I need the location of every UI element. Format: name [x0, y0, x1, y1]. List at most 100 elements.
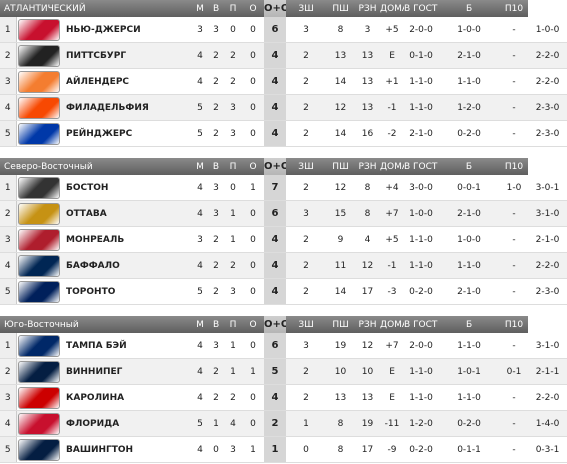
stat: 14	[326, 68, 356, 95]
stat: 2	[208, 94, 225, 121]
stat: 1-1-0	[438, 252, 500, 279]
column-header: П10	[500, 0, 529, 17]
stat: 4	[192, 384, 209, 411]
team-name: ВИННИПЕГ	[62, 358, 193, 385]
column-header: П	[224, 0, 243, 17]
stat: 0-1-0	[404, 42, 439, 69]
stat: 2	[208, 68, 225, 95]
column-header: О	[242, 0, 265, 17]
logo-cell	[16, 200, 62, 227]
stat: 3	[192, 226, 208, 253]
points: 4	[264, 42, 287, 69]
rank: 4	[0, 410, 17, 437]
logo-cell	[16, 68, 62, 95]
stat: 0	[242, 410, 265, 437]
column-header: П10	[500, 158, 528, 175]
stat: -	[500, 68, 529, 95]
stat: -	[500, 200, 528, 227]
stat: 1-1-0	[438, 384, 501, 411]
team-row: 4 ФИЛАДЕЛЬФИЯ 5 2 3 0 4 2 12 13 -1 1-1-0 1-2-0-2-3-0	[0, 94, 567, 121]
stat: 13	[355, 94, 381, 121]
column-header: Б	[438, 158, 500, 175]
stat: 0-2-0	[404, 278, 438, 305]
stat: 2-1-0	[404, 120, 439, 147]
stat: -	[500, 278, 528, 305]
stat: 3-1-0	[528, 200, 567, 227]
stat: 13	[355, 68, 381, 95]
logo-cell	[16, 120, 62, 147]
team-row: 4 ФЛОРИДА 5 1 4 0 2 1 8 19 -11 1-2-0 0-2-0-1-4-0	[0, 410, 567, 437]
stat: 12	[355, 333, 381, 359]
stat: 2	[286, 252, 326, 279]
column-header: М	[192, 316, 209, 333]
stat: 0	[242, 384, 265, 411]
stat: 2	[224, 252, 242, 279]
column-header: Б	[438, 0, 501, 17]
stat: 2	[208, 120, 225, 147]
rank: 5	[0, 436, 17, 463]
stat: 0	[224, 17, 243, 43]
stat: 4	[355, 226, 380, 253]
stat: 2-0-0	[404, 17, 439, 43]
team-name: ТОРОНТО	[62, 278, 192, 305]
points: 4	[264, 384, 287, 411]
column-header: О	[242, 158, 264, 175]
logo-cell	[16, 42, 62, 69]
rank: 3	[0, 68, 17, 95]
stat: 17	[355, 436, 381, 463]
rank: 2	[0, 200, 17, 227]
stat: 19	[326, 333, 356, 359]
stat: 2-3-0	[528, 278, 567, 305]
team-row: 5 ТОРОНТО 5 2 3 0 4 2 14 17 -3 0-2-0 2-1-0-2-3-0	[0, 278, 567, 305]
stat: 2-3-0	[528, 120, 567, 147]
column-header: ПШ	[326, 158, 355, 175]
stat: -1	[380, 94, 405, 121]
stat: 4	[192, 200, 208, 227]
stat: 2	[208, 252, 224, 279]
column-header: О+ОТ	[264, 158, 286, 175]
stat: -	[500, 333, 529, 359]
stat: 0	[242, 226, 264, 253]
team-row: 3 МОНРЕАЛЬ 3 2 1 0 4 2 9 4 +5 1-1-0 1-0-0-2-1-0	[0, 226, 567, 253]
points: 4	[264, 120, 287, 147]
rank: 1	[0, 333, 17, 359]
column-header: П10	[500, 316, 529, 333]
team-logo	[18, 70, 61, 93]
stat: 2-2-0	[528, 42, 567, 69]
points: 7	[264, 175, 286, 201]
team-row: 3 АЙЛЕНДЕРС 4 2 2 0 4 2 14 13 +1 1-1-0 1-1-0-2-2-0	[0, 68, 567, 95]
stat: 1-1-0	[404, 94, 439, 121]
stat: 0-2-0	[404, 436, 439, 463]
team-row: 1 БОСТОН 4 3 0 1 7 2 12 8 +4 3-0-0 0-0-1 1-0 3-0-1	[0, 175, 567, 201]
stat: 0	[286, 436, 327, 463]
team-name: ФИЛАДЕЛЬФИЯ	[62, 94, 193, 121]
points: 6	[264, 333, 287, 359]
rank: 2	[0, 42, 17, 69]
column-header: П	[224, 316, 243, 333]
stat: 13	[326, 42, 356, 69]
stat: 1-0	[500, 175, 528, 201]
stat: 1	[224, 358, 243, 385]
stat: 16	[355, 120, 381, 147]
points: 4	[264, 252, 286, 279]
column-header: ЗШ	[286, 0, 327, 17]
stat: 3-0-1	[528, 175, 567, 201]
stat: E	[380, 42, 405, 69]
stat: 3	[208, 200, 224, 227]
team-row: 3 КАРОЛИНА 4 2 2 0 4 2 13 13 E 1-1-0 1-1-0-2-2-0	[0, 384, 567, 411]
rank: 4	[0, 252, 17, 279]
stat: 1-2-0	[404, 410, 439, 437]
stat: 4	[224, 410, 243, 437]
column-header: М	[192, 158, 208, 175]
column-header: М	[192, 0, 209, 17]
stat: 1-1-0	[404, 384, 439, 411]
stat: 2	[208, 358, 225, 385]
stat: 2-1-0	[438, 278, 500, 305]
stat: 1-0-0	[438, 226, 500, 253]
column-header: В ГОСТЯХ	[404, 316, 439, 333]
stat: 2	[286, 384, 327, 411]
stat: 0	[242, 68, 265, 95]
